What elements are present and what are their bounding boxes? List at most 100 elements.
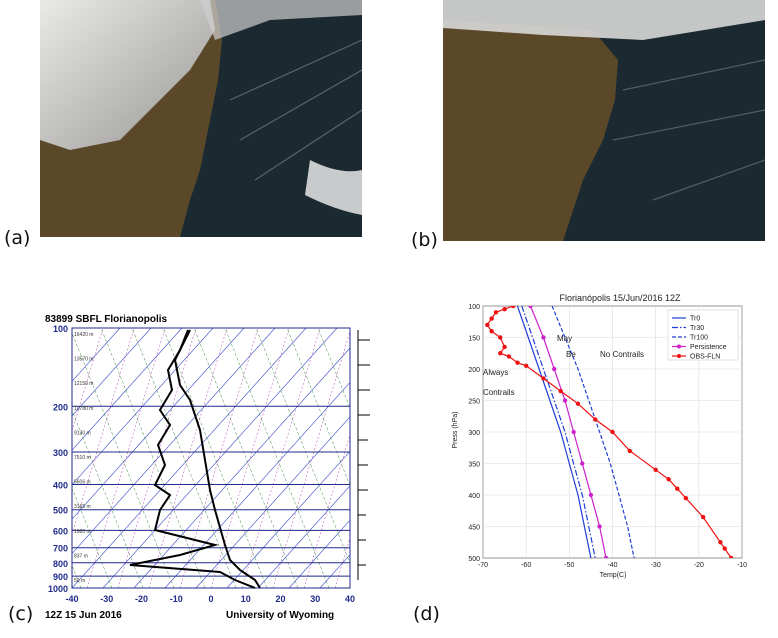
pressure-label: 900	[53, 572, 68, 582]
isotherm-line	[72, 328, 276, 555]
dry-adiabat-line	[255, 328, 350, 564]
y-tick-label: 500	[468, 556, 480, 563]
height-label: 13570 m	[74, 357, 93, 363]
y-tick-label: 200	[468, 367, 480, 374]
height-label: 5606 m	[74, 480, 91, 486]
series-point-obs-fln	[610, 429, 615, 435]
series-point-obs-fln	[502, 306, 507, 312]
satellite-image-b	[443, 0, 765, 241]
series-point-obs-fln	[511, 306, 516, 309]
dry-adiabat-line	[72, 409, 144, 588]
mixing-ratio-line	[303, 433, 350, 588]
dry-adiabat-line	[348, 328, 350, 332]
temperature-tick: 40	[345, 594, 355, 604]
x-tick-label: -30	[651, 562, 661, 569]
dry-adiabat-line	[224, 328, 330, 588]
sounding-credit: University of Wyoming	[226, 610, 334, 621]
series-point-obs-fln	[502, 344, 507, 350]
isotherm-line	[257, 485, 350, 588]
series-point-obs-fln	[558, 388, 563, 394]
isobar-lines	[72, 327, 350, 589]
sounding-title: 83899 SBFL Florianopolis	[45, 314, 168, 325]
dry-adiabat-line	[193, 328, 299, 588]
skewt-diagram: 83899 SBFL Florianopolis 100200300400500…	[40, 314, 380, 621]
x-tick-label: -20	[694, 562, 704, 569]
mixing-ratio-line	[366, 328, 380, 588]
height-label: 16420 m	[74, 332, 93, 338]
pressure-label: 300	[53, 448, 68, 458]
isotherm-line	[72, 328, 245, 520]
series-point-obs-fln	[515, 360, 520, 365]
height-labels: 16420 m 13570 m 12150 m 10780 m 9130 m 7510 m…	[74, 332, 93, 584]
series-point-obs-fln	[675, 486, 680, 491]
mixing-ratio-line	[272, 330, 350, 588]
series-point-obs-fln	[493, 310, 499, 315]
series-line-tr30	[521, 306, 596, 558]
height-label: 10780 m	[74, 406, 93, 412]
y-axis-label: Press (hPa)	[452, 412, 459, 449]
series-point-obs-fln	[683, 495, 689, 501]
pressure-label: 1000	[48, 584, 68, 594]
isotherm-line	[351, 328, 380, 588]
isotherm-line	[72, 328, 183, 451]
series-point-persistence	[588, 492, 594, 498]
pressure-label: 400	[53, 481, 68, 491]
series-point-persistence	[552, 366, 557, 372]
isotherm-line	[72, 328, 307, 588]
x-tick-label: -50	[564, 562, 574, 569]
annotation-no-contrails: No Contrails	[600, 350, 644, 359]
series-point-obs-fln	[523, 363, 529, 369]
x-tick-label: -70	[478, 562, 488, 569]
panel-label-c: (c)	[8, 603, 34, 625]
series-point-obs-fln	[666, 477, 671, 482]
pressure-label: 100	[53, 324, 68, 334]
series-point-persistence	[597, 524, 602, 529]
panel-label-b: (b)	[411, 229, 438, 251]
height-label: 50 m	[74, 578, 85, 584]
temperature-profile	[173, 329, 261, 589]
isotherm-line	[72, 328, 121, 382]
series-point-obs-fln	[498, 335, 503, 340]
legend-entry: Tr30	[690, 325, 704, 332]
series-point-persistence	[603, 555, 609, 558]
isotherm-line	[288, 519, 350, 588]
y-tick-label: 400	[468, 493, 480, 500]
x-tick-label: -40	[607, 562, 617, 569]
temperature-tick: 0	[208, 594, 213, 604]
annotation-be: Be	[566, 350, 576, 359]
y-tick-label: 250	[468, 399, 480, 406]
panel-label-a: (a)	[4, 227, 31, 249]
series-line-tr0	[516, 306, 592, 558]
isotherm-line	[195, 416, 350, 588]
dry-adiabat-line	[286, 328, 350, 487]
series-point-obs-fln	[506, 354, 512, 359]
series-point-obs-fln	[718, 540, 723, 545]
chart-title: Florianópolis 15/Jun/2016 12Z	[559, 293, 681, 303]
y-tick-label: 350	[468, 462, 480, 469]
mixing-ratio-line	[334, 537, 350, 588]
legend-marker	[677, 344, 681, 349]
isotherm-line	[226, 450, 350, 588]
dry-adiabat-line	[40, 328, 50, 588]
dry-adiabat-line	[72, 332, 175, 588]
satellite-image-a	[40, 0, 362, 237]
pressure-label: 700	[53, 544, 68, 554]
mixing-ratio-line	[241, 328, 321, 588]
series-point-obs-fln	[593, 417, 598, 422]
panel-label-d: (d)	[413, 603, 440, 625]
mixing-ratio-line	[117, 328, 197, 588]
legend-entry: Tr0	[690, 316, 700, 323]
temperature-tick: -20	[135, 594, 148, 604]
dewpoint-profile	[129, 329, 256, 589]
height-label: 3165 m	[74, 504, 91, 510]
temperature-tick: -40	[65, 594, 78, 604]
temperature-ticks: -40 -30 -20 -10 0 10 20 30 40	[65, 594, 355, 604]
temperature-tick: 10	[241, 594, 251, 604]
height-label: 7510 m	[74, 455, 91, 461]
isotherm-line	[72, 328, 152, 417]
chart-ticks: -70 -60 -50 -40 -30 -20 -10 100 150 200 250 300 350 4…	[468, 304, 747, 569]
series-point-obs-fln	[722, 546, 727, 551]
dry-adiabat-line	[131, 328, 237, 588]
dry-adiabat-line	[72, 487, 113, 588]
series-point-obs-fln	[627, 448, 632, 454]
